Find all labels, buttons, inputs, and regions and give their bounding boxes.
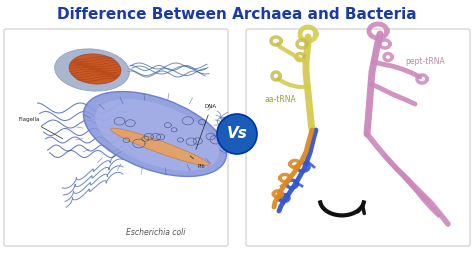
Text: aa-tRNA: aa-tRNA	[265, 95, 297, 103]
Ellipse shape	[83, 91, 227, 176]
Text: Pili: Pili	[190, 156, 206, 168]
Text: Difference Between Archaea and Bacteria: Difference Between Archaea and Bacteria	[57, 7, 417, 22]
Text: Flagella: Flagella	[18, 117, 63, 139]
Text: Vs: Vs	[227, 127, 247, 141]
FancyBboxPatch shape	[4, 29, 228, 246]
Circle shape	[217, 114, 257, 154]
Ellipse shape	[55, 49, 129, 91]
Text: DNA: DNA	[196, 105, 217, 149]
Ellipse shape	[110, 128, 210, 166]
Text: pept-tRNA: pept-tRNA	[405, 57, 445, 67]
Ellipse shape	[95, 99, 219, 171]
Ellipse shape	[69, 54, 121, 84]
Text: Escherichia coli: Escherichia coli	[126, 228, 185, 237]
FancyBboxPatch shape	[246, 29, 470, 246]
